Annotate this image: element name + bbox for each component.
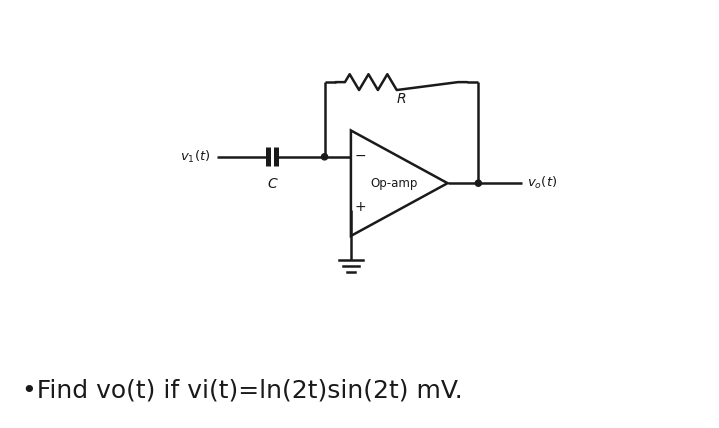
Text: •Find vo(t) if vi(t)=ln(2t)sin(2t) mV.: •Find vo(t) if vi(t)=ln(2t)sin(2t) mV. — [22, 378, 462, 402]
Circle shape — [475, 180, 482, 186]
Circle shape — [321, 154, 328, 160]
Text: Op-amp: Op-amp — [371, 177, 418, 190]
Text: $-$: $-$ — [354, 148, 367, 162]
Text: $v_1(t)$: $v_1(t)$ — [180, 149, 210, 165]
Text: $v_o(t)$: $v_o(t)$ — [527, 175, 557, 191]
Text: C: C — [267, 177, 277, 190]
Text: $+$: $+$ — [354, 200, 367, 214]
Text: R: R — [397, 92, 406, 106]
